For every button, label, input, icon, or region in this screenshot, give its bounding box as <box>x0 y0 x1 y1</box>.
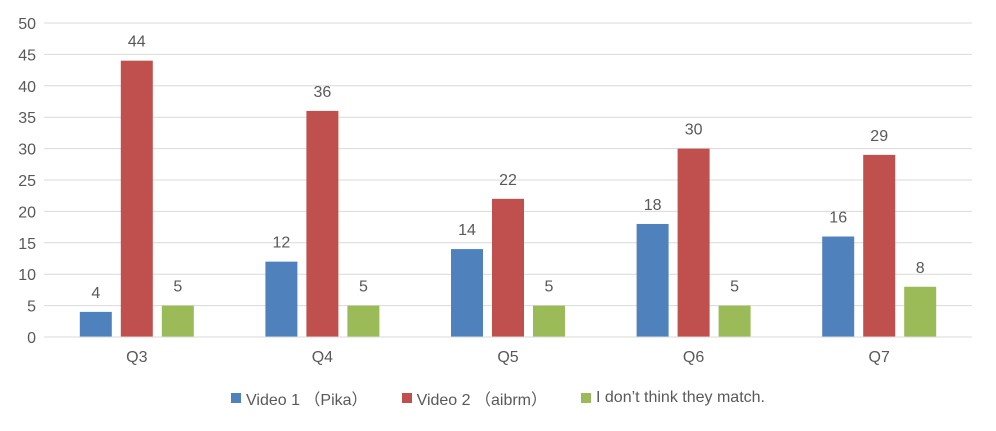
y-tick-label: 0 <box>27 330 36 347</box>
bar <box>863 154 896 337</box>
data-label: 5 <box>730 279 739 296</box>
x-tick-label: Q4 <box>312 349 333 366</box>
x-tick-label: Q7 <box>869 349 890 366</box>
data-label: 8 <box>916 260 925 277</box>
data-label: 29 <box>870 128 888 145</box>
data-label: 14 <box>458 222 476 239</box>
y-tick-label: 5 <box>27 299 36 316</box>
legend-swatch-video-1 <box>231 393 241 403</box>
legend-item-video-2: Video 2 （aibrm） <box>401 386 547 410</box>
legend-label-video-2: Video 2 （aibrm） <box>416 392 547 409</box>
data-label: 22 <box>499 172 517 189</box>
bars <box>79 60 937 338</box>
data-label: 5 <box>173 279 182 296</box>
data-label: 5 <box>545 279 554 296</box>
legend-label-no-match: I don’t think they match. <box>596 389 765 406</box>
data-label: 5 <box>359 279 368 296</box>
data-label: 16 <box>829 210 847 227</box>
y-tick-label: 15 <box>18 236 36 253</box>
y-tick-label: 45 <box>18 47 36 64</box>
y-tick-label: 40 <box>18 79 36 96</box>
data-label: 44 <box>128 34 146 51</box>
legend-swatch-video-2 <box>401 393 412 403</box>
legend-label-video-1: Video 1 （Pika） <box>246 392 368 409</box>
legend-swatch-no-match <box>581 393 591 403</box>
legend: Video 1 （Pika） Video 2 （aibrm） I don’t t… <box>0 386 996 410</box>
bar <box>677 148 710 337</box>
bar <box>347 305 380 337</box>
x-axis-ticks: Q3 Q4 Q5 Q6 Q7 <box>126 349 890 366</box>
bar <box>306 110 339 337</box>
data-label: 18 <box>644 197 662 214</box>
bar <box>718 305 751 337</box>
y-tick-label: 30 <box>18 142 36 159</box>
y-axis-ticks: 0 5 10 15 20 25 30 35 40 45 50 <box>18 16 36 347</box>
bar <box>533 305 565 337</box>
bar <box>822 236 855 337</box>
bar <box>904 286 937 337</box>
y-tick-label: 20 <box>18 204 36 221</box>
y-tick-label: 25 <box>18 173 36 190</box>
y-tick-label: 10 <box>18 267 36 284</box>
bar <box>79 311 112 337</box>
bar <box>451 249 483 337</box>
data-label: 4 <box>91 285 100 302</box>
bar <box>492 198 524 337</box>
bar <box>265 261 298 337</box>
x-tick-label: Q6 <box>683 349 704 366</box>
y-tick-label: 50 <box>18 16 36 33</box>
data-label: 12 <box>273 235 291 252</box>
x-tick-label: Q5 <box>497 349 518 366</box>
gridlines <box>44 22 972 307</box>
legend-item-video-1: Video 1 （Pika） <box>231 386 368 410</box>
y-tick-label: 35 <box>18 110 36 127</box>
bar <box>120 60 153 338</box>
x-tick-label: Q3 <box>126 349 147 366</box>
bar <box>636 223 669 337</box>
data-label: 36 <box>314 84 332 101</box>
data-label: 30 <box>685 122 703 139</box>
legend-item-no-match: I don’t think they match. <box>581 386 765 410</box>
bar <box>161 305 194 337</box>
